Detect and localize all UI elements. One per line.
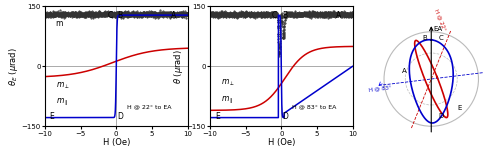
Text: $m_\perp$: $m_\perp$ [220, 77, 234, 88]
Text: H @ 83° to EA: H @ 83° to EA [292, 104, 337, 109]
Text: B: B [423, 35, 428, 41]
Text: EA: EA [433, 26, 442, 32]
Text: H @ 22° to EA: H @ 22° to EA [127, 104, 172, 109]
Text: m: m [56, 19, 63, 28]
Text: H @ 83°: H @ 83° [369, 84, 392, 92]
X-axis label: H (Oe): H (Oe) [102, 138, 130, 147]
Text: C: C [272, 11, 277, 20]
Text: E: E [457, 105, 462, 111]
Y-axis label: $\theta_E$ ($\mu$rad): $\theta_E$ ($\mu$rad) [7, 47, 20, 86]
Text: E: E [50, 112, 54, 121]
Text: H @ 22°: H @ 22° [434, 9, 446, 32]
Y-axis label: $\theta$ ($\mu$rad): $\theta$ ($\mu$rad) [172, 49, 185, 84]
Text: $m_\perp$: $m_\perp$ [56, 80, 70, 91]
Text: B: B [282, 11, 288, 20]
Text: C: C [439, 35, 444, 41]
Text: $m_\parallel$: $m_\parallel$ [220, 95, 233, 106]
Text: A: A [170, 11, 176, 20]
Text: D: D [439, 113, 444, 119]
Text: D: D [282, 112, 288, 121]
Text: A: A [336, 11, 341, 20]
Text: B: B [118, 11, 122, 20]
Text: $m_\parallel$: $m_\parallel$ [56, 97, 68, 108]
Text: A: A [402, 68, 406, 74]
X-axis label: H (Oe): H (Oe) [268, 138, 295, 147]
Text: E: E [215, 112, 220, 121]
Text: D: D [117, 112, 123, 121]
Text: C: C [108, 11, 113, 20]
